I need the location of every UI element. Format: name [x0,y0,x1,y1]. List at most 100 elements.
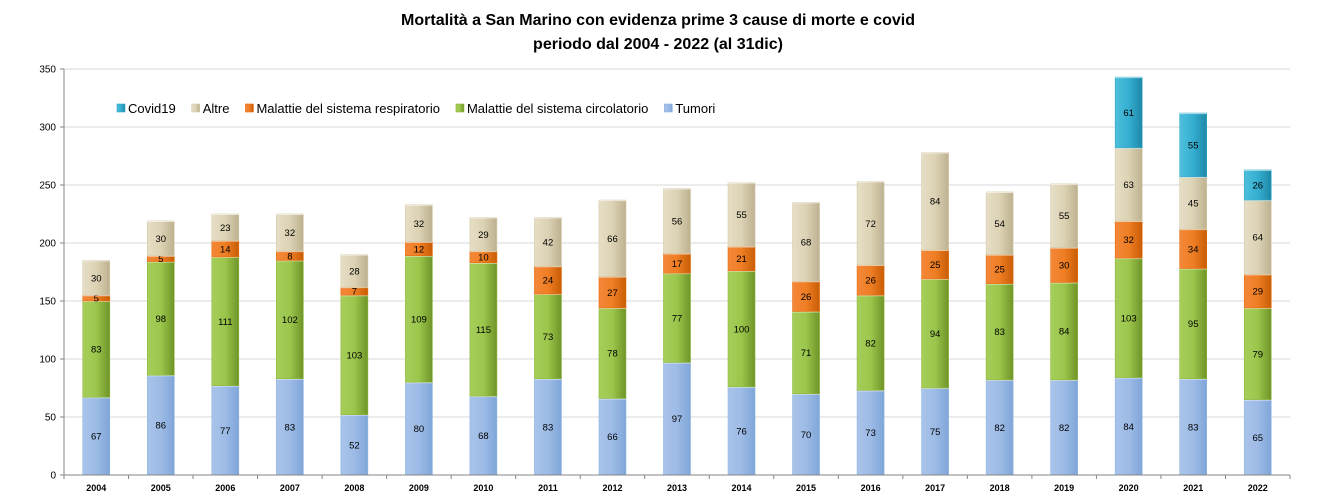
bar-segment [1050,183,1078,248]
chart-title-line-2: periodo dal 2004 - 2022 (al 31dic) [533,36,783,53]
data-label: 83 [543,422,554,433]
data-label: 103 [346,350,362,361]
bars-group: 6783530869853077111142383102832521037288… [82,76,1272,476]
data-label: 30 [1059,261,1070,272]
bar-segment [534,378,562,476]
bar-segment [792,280,820,312]
bar-segment [405,204,433,243]
bar-segment [598,307,627,399]
bar-segment [792,393,820,476]
data-label: 30 [91,273,102,284]
legend-swatch [245,103,254,113]
legend-swatch [116,103,126,113]
data-label: 5 [94,294,99,305]
legend-swatch [664,103,673,113]
data-label: 71 [801,348,812,359]
bar-segment [921,387,949,476]
bar-segment [146,261,175,376]
x-tick-label: 2013 [667,483,687,493]
bar-segment [727,270,756,388]
x-tick-label: 2011 [538,483,558,493]
data-label: 83 [994,327,1005,338]
data-label: 78 [607,349,618,360]
data-label: 98 [156,314,167,325]
bar-segment [340,254,369,288]
x-tick-label: 2015 [796,483,816,493]
data-label: 5 [158,254,163,265]
bar-segment [1179,378,1208,476]
data-label: 56 [672,216,683,227]
data-label: 65 [1252,433,1263,444]
bar-segment [1050,379,1078,476]
data-label: 25 [994,265,1005,276]
data-label: 100 [734,324,750,335]
data-label: 76 [736,426,747,437]
data-label: 94 [930,329,941,340]
data-label: 30 [156,234,167,245]
bar-segment [856,294,885,391]
bar-segment [1243,169,1272,201]
bar-segment [856,390,885,476]
data-label: 66 [607,234,618,245]
data-label: 10 [478,252,489,263]
data-label: 103 [1121,313,1137,324]
bar-segment [1114,257,1143,378]
x-tick-label: 2018 [990,483,1010,493]
legend-item-label: Tumori [675,101,715,116]
bar-segment [985,283,1014,381]
bar-segment [1243,274,1272,309]
data-label: 26 [1252,181,1263,192]
bar-segment [340,294,369,415]
y-tick-label: 300 [39,123,56,134]
data-label: 79 [1252,349,1263,360]
x-tick-label: 2022 [1248,483,1268,493]
data-label: 12 [414,244,425,255]
bar-segment [1114,147,1143,222]
x-tick-label: 2017 [925,483,945,493]
legend-item-label: Malattie del sistema respiratorio [256,101,440,116]
bar-segment [985,379,1014,476]
data-label: 83 [91,345,102,356]
bar-segment [276,378,304,476]
x-tick-label: 2005 [151,483,171,493]
data-label: 23 [220,223,231,234]
data-label: 82 [994,423,1005,434]
x-tick-label: 2007 [280,483,300,493]
data-label: 82 [865,338,876,349]
data-label: 25 [930,260,941,271]
legend-item-label: Malattie del sistema circolatorio [467,101,648,116]
x-tick-label: 2008 [344,483,364,493]
data-label: 68 [801,237,812,248]
data-label: 64 [1252,233,1263,244]
data-label: 55 [1188,140,1199,151]
y-tick-label: 200 [39,239,56,250]
data-label: 26 [865,276,876,287]
bar-segment [727,386,756,476]
bar-segment [663,188,691,254]
y-tick-label: 350 [39,65,56,76]
data-label: 84 [1059,327,1070,338]
y-tick-label: 150 [39,297,56,308]
data-label: 84 [930,197,941,208]
bar-segment [1243,307,1272,400]
data-label: 55 [1059,211,1070,222]
data-label: 82 [1059,423,1070,434]
data-label: 32 [414,219,425,230]
legend-item-label: Altre [203,101,230,116]
bar-segment [146,220,175,257]
bar-segment [276,213,304,252]
x-tick-label: 2012 [602,483,622,493]
bar-segment [1179,268,1208,380]
data-label: 80 [414,424,425,435]
bar-segment [1179,176,1208,230]
data-label: 26 [801,292,812,303]
data-label: 17 [672,259,683,270]
legend-swatch [455,103,465,113]
data-label: 95 [1188,319,1199,330]
y-tick-label: 50 [45,413,57,424]
data-label: 45 [1188,198,1199,209]
data-label: 83 [1188,422,1199,433]
bar-segment [598,276,627,309]
